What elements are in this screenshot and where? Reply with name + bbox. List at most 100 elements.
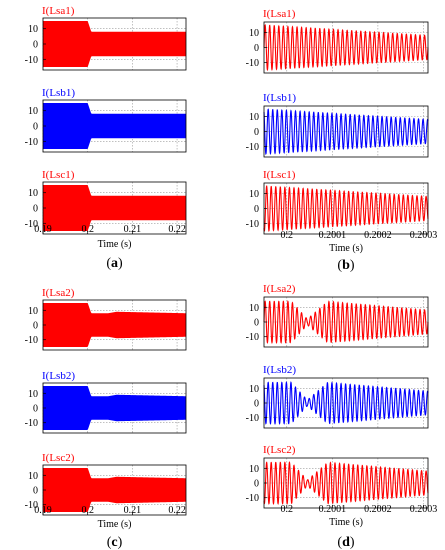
x-axis-label: Time (s): [329, 243, 363, 254]
subplot-i-lsc1: I(Lsc1) 10 0 -10: [246, 169, 429, 235]
panel-b: I(Lsa1) 10 0 -10 I(Lsb1) 10 0 -10 I(Lsc1) 10 0 -10 0…: [246, 8, 438, 273]
current-waveform: [263, 461, 429, 505]
subplot-title: I(Lsa1): [263, 8, 296, 20]
panel-caption: (a): [106, 256, 123, 271]
subplot-title: I(Lsc2): [263, 444, 296, 456]
y-tick-label: 0: [33, 486, 38, 497]
y-tick-label: 10: [28, 106, 38, 117]
panel-caption: (b): [337, 258, 354, 273]
subplot-title: I(Lsa2): [263, 283, 296, 295]
y-tick-label: -10: [25, 418, 38, 429]
current-waveform: [263, 300, 429, 344]
x-tick-label: 0.19: [34, 505, 52, 516]
y-tick-label: 0: [254, 204, 259, 215]
x-tick-label: 0.2002: [364, 230, 392, 241]
subplot-title: I(Lsb2): [42, 370, 75, 382]
y-tick-label: 0: [33, 122, 38, 133]
x-tick-label: 0.2: [281, 504, 294, 515]
y-tick-label: -10: [25, 137, 38, 148]
y-tick-label: 0: [254, 399, 259, 410]
current-envelope: [43, 103, 186, 149]
y-tick-label: 10: [28, 306, 38, 317]
current-envelope: [43, 185, 186, 231]
x-axis-label: Time (s): [98, 239, 132, 250]
subplot-i-lsb2: I(Lsb2) 10 0 -10: [246, 364, 429, 429]
y-tick-label: -10: [25, 500, 38, 511]
y-tick-label: 0: [33, 40, 38, 51]
y-tick-label: -10: [25, 55, 38, 66]
x-tick-label: 0.21: [124, 224, 142, 235]
x-tick-label: 0.22: [168, 505, 186, 516]
subplot-i-lsc2: I(Lsc2) 10 0 -10: [25, 452, 187, 516]
current-waveform: [263, 108, 429, 156]
current-waveform: [263, 185, 429, 233]
x-tick-label: 0.2003: [410, 230, 438, 241]
panel-caption: (c): [107, 535, 123, 550]
y-tick-label: -10: [246, 332, 259, 343]
current-envelope: [43, 302, 186, 348]
current-waveform: [263, 381, 429, 425]
y-tick-label: 10: [28, 24, 38, 35]
y-tick-label: -10: [246, 58, 259, 69]
y-tick-label: -10: [246, 219, 259, 230]
panel-d: I(Lsa2) 10 0 -10 I(Lsb2) 10 0 -10 I(Lsc2) 10 0 -10 0…: [246, 283, 438, 550]
y-tick-label: 10: [249, 384, 259, 395]
subplot-i-lsa2: I(Lsa2) 10 0 -10: [25, 287, 187, 351]
y-tick-label: 10: [28, 389, 38, 400]
subplot-i-lsc1: I(Lsc1) 10 0 -10: [25, 169, 187, 235]
subplot-i-lsa1: I(Lsa1) 10 0 -10: [25, 5, 187, 71]
x-tick-label: 0.21: [124, 505, 142, 516]
panel-c: I(Lsa2)100-10I(Lsb2)100-10I(Lsc2)100-100…: [25, 287, 187, 550]
subplot-i-lsa2: I(Lsa2) 10 0 -10: [246, 283, 429, 348]
subplot-title: I(Lsc1): [263, 169, 296, 181]
y-tick-label: 10: [28, 188, 38, 199]
subplot-title: I(Lsb1): [42, 87, 75, 99]
subplot-title: I(Lsb2): [263, 364, 296, 376]
x-tick-label: 0.22: [168, 224, 186, 235]
subplot-title: I(Lsa2): [42, 287, 75, 299]
y-tick-label: 10: [249, 189, 259, 200]
y-tick-label: 0: [254, 318, 259, 329]
y-tick-label: 0: [254, 127, 259, 138]
y-tick-label: -10: [246, 413, 259, 424]
subplot-title: I(Lsc2): [42, 452, 75, 464]
subplot-title: I(Lsb1): [263, 92, 296, 104]
x-tick-label: 0.2: [81, 505, 94, 516]
y-tick-label: 10: [249, 28, 259, 39]
subplot-i-lsb1: I(Lsb1) 10 0 -10: [25, 87, 187, 153]
subplot-i-lsc2: I(Lsc2) 10 0 -10: [246, 444, 429, 509]
subplot-title: I(Lsc1): [42, 169, 75, 181]
x-tick-label: 0.2: [281, 230, 294, 241]
y-tick-label: 10: [249, 464, 259, 475]
x-tick-label: 0.2003: [410, 504, 438, 515]
y-tick-label: 10: [249, 112, 259, 123]
y-tick-label: -10: [25, 335, 38, 346]
subplot-title: I(Lsa1): [42, 5, 75, 17]
y-tick-label: 0: [33, 404, 38, 415]
y-tick-label: 0: [33, 321, 38, 332]
y-tick-label: -10: [246, 493, 259, 504]
x-tick-label: 0.2001: [319, 504, 347, 515]
y-tick-label: 0: [33, 204, 38, 215]
subplot-i-lsb1: I(Lsb1) 10 0 -10: [246, 92, 429, 158]
x-axis-label: Time (s): [329, 517, 363, 528]
current-envelope: [43, 467, 186, 513]
y-tick-label: 10: [249, 303, 259, 314]
panel-caption: (d): [337, 535, 354, 550]
panel-a: I(Lsa1)100-10I(Lsb1)100-10I(Lsc1)100-100…: [25, 5, 187, 271]
x-tick-label: 0.2001: [319, 230, 347, 241]
x-tick-label: 0.2: [81, 224, 94, 235]
y-tick-label: -10: [246, 142, 259, 153]
current-waveform: [263, 24, 429, 72]
y-tick-label: -10: [25, 219, 38, 230]
subplot-i-lsa1: I(Lsa1) 10 0 -10: [246, 8, 429, 74]
y-tick-label: 0: [254, 479, 259, 490]
x-tick-label: 0.19: [34, 224, 52, 235]
current-envelope: [43, 385, 186, 431]
y-tick-label: 10: [28, 471, 38, 482]
x-tick-label: 0.2002: [364, 504, 392, 515]
subplot-i-lsb2: I(Lsb2) 10 0 -10: [25, 370, 187, 434]
x-axis-label: Time (s): [98, 519, 132, 530]
current-envelope: [43, 21, 186, 67]
